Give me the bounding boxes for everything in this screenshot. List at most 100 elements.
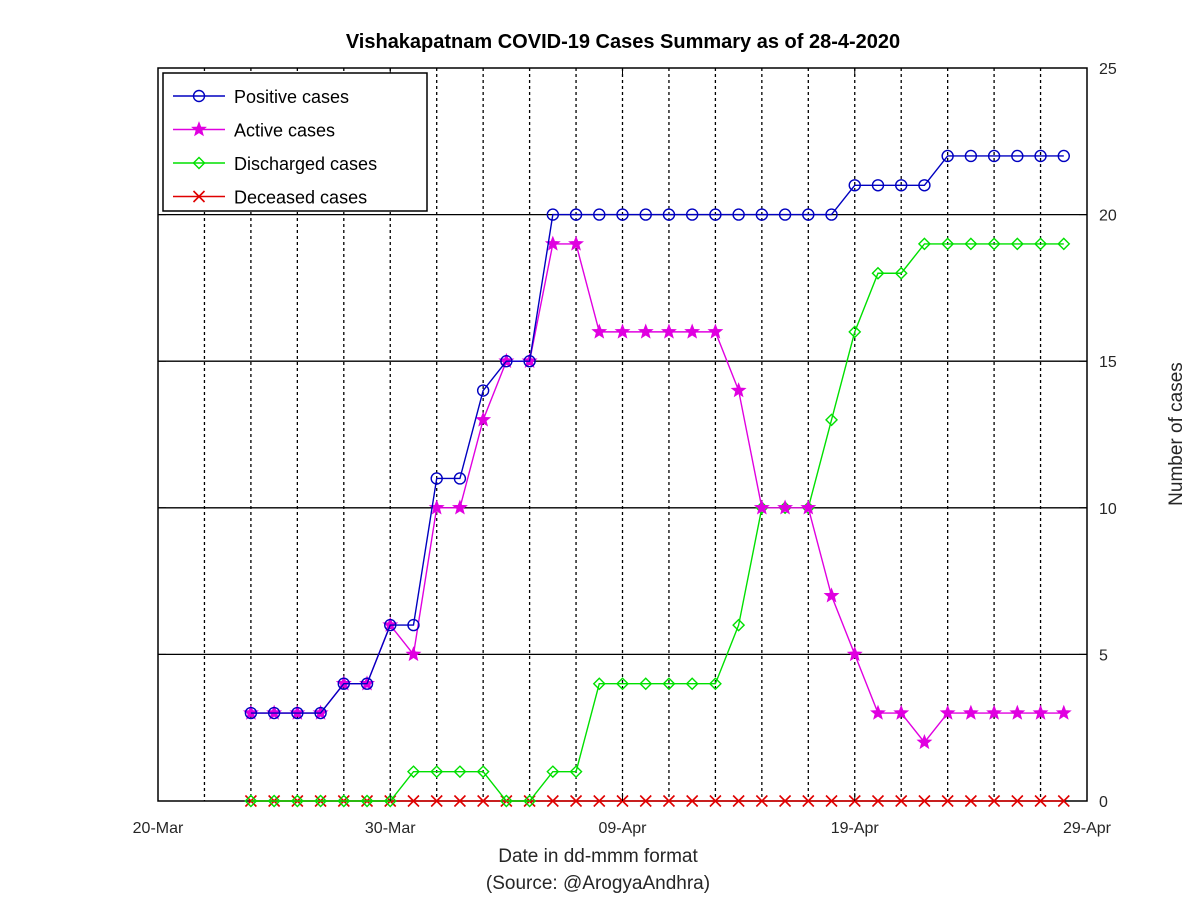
point-deceased-cases: [779, 794, 792, 808]
point-positive-cases: [802, 208, 815, 221]
point-positive-cases: [941, 149, 954, 163]
legend-marker-deceased-cases: [192, 190, 206, 203]
point-deceased-cases: [477, 794, 490, 808]
y-tick-label: 15: [1099, 354, 1117, 371]
point-active-cases: [661, 323, 677, 339]
point-positive-cases: [918, 179, 931, 192]
point-discharged-cases: [476, 765, 490, 779]
y-tick-label: 25: [1099, 61, 1117, 78]
point-active-cases: [893, 704, 910, 720]
point-active-cases: [544, 235, 561, 251]
point-positive-cases: [871, 179, 885, 192]
point-active-cases: [405, 646, 422, 662]
point-active-cases: [870, 704, 886, 720]
point-discharged-cases: [987, 237, 1001, 251]
point-discharged-cases: [406, 765, 420, 779]
point-positive-cases: [314, 706, 327, 720]
series-layer: [242, 149, 1072, 808]
point-positive-cases: [337, 677, 350, 690]
point-discharged-cases: [685, 677, 699, 691]
point-discharged-cases: [1057, 237, 1071, 251]
point-positive-cases: [500, 355, 513, 368]
point-discharged-cases: [499, 794, 513, 808]
point-active-cases: [614, 323, 631, 339]
point-active-cases: [986, 704, 1003, 720]
point-positive-cases: [384, 618, 397, 632]
point-deceased-cases: [825, 794, 838, 808]
point-positive-cases: [778, 208, 792, 221]
legend-label-positive-cases: Positive cases: [234, 87, 349, 107]
point-deceased-cases: [1057, 794, 1070, 808]
legend-label-active-cases: Active cases: [234, 121, 335, 141]
point-positive-cases: [360, 677, 374, 690]
point-active-cases: [962, 704, 979, 720]
point-active-cases: [753, 499, 770, 515]
point-positive-cases: [453, 472, 467, 485]
chart-title: Vishakapatnam COVID-19 Cases Summary as …: [346, 31, 900, 53]
point-discharged-cases: [825, 413, 839, 427]
point-deceased-cases: [802, 794, 815, 808]
point-positive-cases: [430, 472, 443, 485]
point-active-cases: [916, 734, 933, 750]
point-positive-cases: [639, 208, 652, 221]
legend: Positive cases Active cases Discharged cas…: [162, 72, 428, 212]
point-discharged-cases: [546, 765, 560, 779]
point-positive-cases: [476, 384, 490, 397]
point-deceased-cases: [988, 794, 1001, 808]
y-axis-label: Number of cases: [1166, 362, 1187, 506]
point-positive-cases: [848, 179, 861, 192]
point-discharged-cases: [616, 677, 629, 691]
point-discharged-cases: [1034, 237, 1048, 251]
point-discharged-cases: [894, 266, 908, 280]
point-positive-cases: [964, 149, 978, 163]
point-deceased-cases: [1034, 794, 1047, 808]
point-positive-cases: [291, 706, 304, 720]
point-discharged-cases: [290, 794, 304, 808]
point-active-cases: [428, 499, 445, 515]
point-deceased-cases: [407, 794, 420, 808]
point-active-cases: [1055, 704, 1072, 720]
point-deceased-cases: [732, 794, 745, 808]
point-active-cases: [1009, 704, 1026, 720]
point-discharged-cases: [523, 794, 537, 808]
point-discharged-cases: [917, 237, 931, 251]
point-discharged-cases: [244, 794, 258, 808]
x-axis-label: Date in dd-mmm format: [498, 846, 698, 867]
point-active-cases: [684, 323, 701, 339]
point-positive-cases: [244, 706, 258, 720]
point-active-cases: [707, 323, 724, 339]
point-positive-cases: [1034, 149, 1047, 163]
y-tick-label: 5: [1099, 647, 1108, 664]
point-discharged-cases: [662, 677, 676, 691]
point-deceased-cases: [941, 794, 954, 808]
point-positive-cases: [895, 179, 908, 192]
point-active-cases: [1032, 704, 1049, 720]
x-tick-label: 30-Mar: [365, 820, 416, 837]
point-deceased-cases: [709, 794, 722, 808]
point-positive-cases: [407, 618, 420, 632]
point-deceased-cases: [686, 794, 699, 808]
x-tick-label: 29-Apr: [1063, 820, 1112, 837]
point-active-cases: [637, 323, 654, 339]
point-positive-cases: [616, 208, 629, 221]
point-deceased-cases: [895, 794, 908, 808]
point-positive-cases: [662, 208, 676, 221]
point-discharged-cases: [314, 794, 328, 808]
legend-label-discharged-cases: Discharged cases: [234, 154, 377, 174]
point-discharged-cases: [848, 325, 862, 339]
point-active-cases: [475, 411, 492, 427]
series-line-discharged-cases: [250, 243, 1064, 802]
point-active-cases: [451, 499, 468, 515]
point-positive-cases: [1011, 149, 1024, 163]
point-deceased-cases: [593, 794, 606, 808]
point-deceased-cases: [569, 794, 583, 808]
point-discharged-cases: [569, 765, 583, 779]
point-deceased-cases: [918, 794, 931, 808]
point-positive-cases: [685, 208, 699, 221]
point-active-cases: [591, 323, 608, 339]
point-discharged-cases: [941, 237, 955, 251]
point-positive-cases: [709, 208, 722, 221]
x-tick-label: 09-Apr: [598, 820, 647, 837]
point-positive-cases: [593, 208, 606, 221]
